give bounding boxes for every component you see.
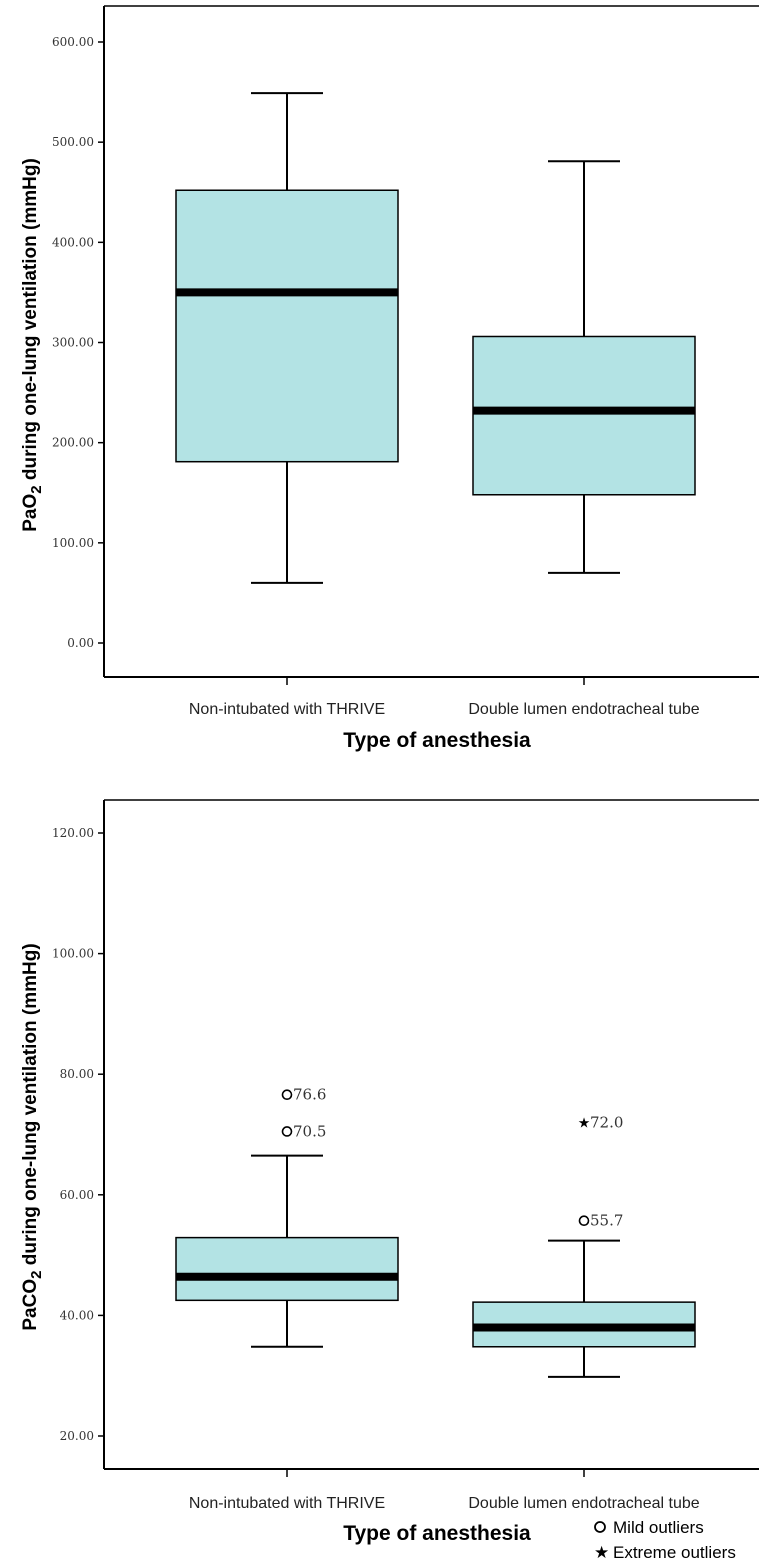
outlier-value-label: 70.5 — [293, 1122, 326, 1140]
outlier-value-label: 76.6 — [293, 1086, 326, 1104]
mild-outlier-legend-label: Mild outliers — [613, 1518, 704, 1537]
y-tick-label: 0.00 — [67, 636, 94, 650]
outlier-legend: Mild outliers ★ Extreme outliers — [594, 1518, 736, 1562]
extreme-outlier-marker: ★ — [578, 1115, 591, 1131]
y-tick-label: 300.00 — [52, 336, 94, 350]
y-tick-label: 60.00 — [60, 1188, 94, 1202]
x-axis-title: Type of anesthesia — [343, 1522, 531, 1545]
extreme-outlier-legend-label: Extreme outliers — [613, 1543, 736, 1562]
mild-outlier-marker — [281, 1089, 293, 1101]
y-axis-title: PaO2 during one-lung ventilation (mmHg) — [20, 158, 45, 532]
y-tick-label: 20.00 — [60, 1429, 94, 1443]
y-tick-label: 200.00 — [52, 436, 94, 450]
y-tick-label: 400.00 — [52, 235, 94, 249]
mild-outlier-legend-marker — [594, 1521, 606, 1533]
outlier-value-label: 55.7 — [590, 1212, 623, 1230]
paco2-boxplot: 20.00 40.00 60.00 80.00 100.00 120.00 Non-intu… — [20, 799, 759, 1545]
x-category-label: Double lumen endotracheal tube — [468, 1495, 699, 1512]
iqr-box — [175, 189, 399, 463]
x-axis-title: Type of anesthesia — [343, 729, 531, 752]
y-tick-label: 100.00 — [52, 947, 94, 961]
outlier-value-label: 72.0 — [590, 1113, 623, 1131]
mild-outlier-marker — [578, 1215, 590, 1227]
mild-outlier-marker — [281, 1126, 293, 1137]
y-tick-label: 500.00 — [52, 135, 94, 149]
y-tick-label: 600.00 — [52, 35, 94, 49]
y-tick-label: 120.00 — [52, 826, 94, 840]
iqr-box — [175, 1236, 399, 1302]
y-tick-label: 80.00 — [60, 1067, 94, 1081]
extreme-outlier-legend-marker: ★ — [594, 1543, 609, 1562]
y-axis-title: PaCO2 during one-lung ventilation (mmHg) — [20, 943, 45, 1330]
pao2-boxplot: 0.00 100.00 200.00 300.00 400.00 500.00 600.00… — [20, 5, 759, 752]
y-tick-label: 100.00 — [52, 536, 94, 550]
x-category-label: Double lumen endotracheal tube — [468, 701, 699, 718]
x-category-label: Non-intubated with THRIVE — [189, 1495, 385, 1512]
iqr-box — [472, 335, 696, 496]
y-tick-label: 40.00 — [60, 1308, 94, 1322]
x-category-label: Non-intubated with THRIVE — [189, 701, 385, 718]
